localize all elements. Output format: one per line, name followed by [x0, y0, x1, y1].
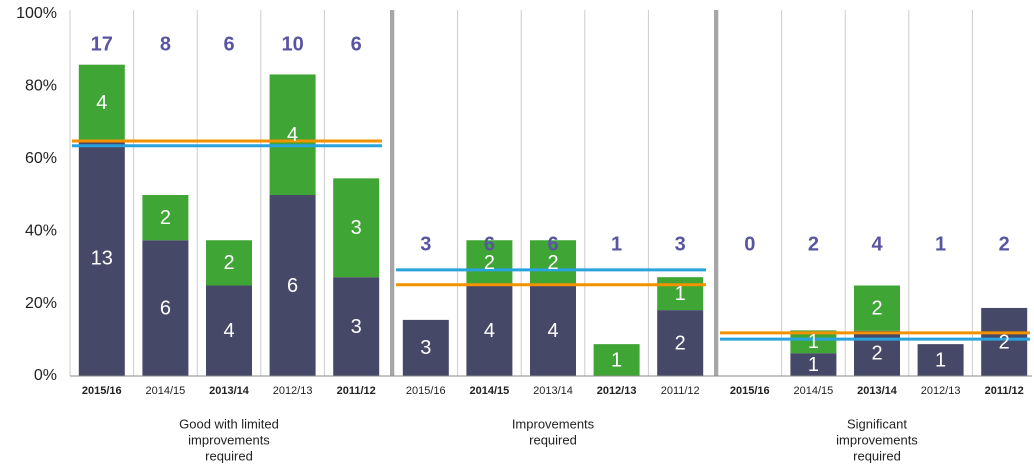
segment-count: 3 [420, 337, 431, 359]
total-count: 2 [999, 233, 1010, 255]
y-tick-label: 0% [34, 367, 57, 384]
x-tick-label: 2011/12 [337, 385, 376, 397]
group-label: Improvements [512, 416, 595, 431]
bar-segment [981, 307, 1028, 376]
group-label: Good with limited [179, 416, 279, 431]
total-count: 6 [484, 233, 495, 255]
bar-segment [269, 74, 316, 195]
x-tick-label: 2014/15 [794, 385, 834, 397]
total-count: 1 [935, 233, 946, 255]
y-tick-label: 20% [25, 295, 57, 312]
segment-count: 1 [675, 283, 686, 305]
segment-count: 1 [808, 331, 819, 353]
x-tick-label: 2013/14 [209, 385, 250, 397]
segment-count: 2 [871, 343, 882, 365]
total-count: 8 [160, 33, 171, 55]
segment-count: 4 [287, 124, 298, 146]
bar-segment [657, 277, 704, 311]
total-count: 3 [420, 233, 431, 255]
total-count: 2 [808, 233, 819, 255]
bar-segment [466, 285, 513, 376]
segment-count: 6 [287, 275, 298, 297]
total-count: 17 [91, 33, 113, 55]
bar-segment [466, 240, 513, 286]
bar-segment [269, 195, 316, 376]
group-separator [714, 10, 718, 376]
group-separator [390, 10, 394, 376]
segment-count: 3 [351, 316, 362, 338]
segment-count: 4 [223, 320, 234, 342]
bar-segment [593, 344, 640, 376]
bar-segment [917, 344, 964, 376]
group-label: Significant [847, 416, 907, 431]
segment-count: 4 [484, 320, 495, 342]
y-tick-label: 100% [16, 5, 57, 22]
bar-segment [78, 140, 125, 376]
total-count: 0 [744, 233, 755, 255]
segment-count: 1 [808, 354, 819, 376]
segment-count: 2 [675, 332, 686, 354]
total-count: 6 [223, 33, 234, 55]
segment-count: 2 [484, 252, 495, 274]
total-count: 6 [351, 33, 362, 55]
segment-count: 4 [547, 320, 558, 342]
segment-count: 6 [160, 297, 171, 319]
bar-segment [142, 195, 189, 241]
group-label: required [853, 448, 901, 463]
x-tick-label: 2011/12 [661, 385, 700, 397]
group-label: improvements [836, 432, 918, 447]
segment-count: 1 [935, 349, 946, 371]
bar-segment [78, 64, 125, 141]
segment-count: 2 [160, 207, 171, 229]
total-count: 10 [281, 33, 303, 55]
bar-segment [790, 353, 837, 376]
segment-count: 2 [999, 331, 1010, 353]
x-tick-label: 2012/13 [273, 385, 313, 397]
group-label: improvements [188, 432, 270, 447]
total-count: 4 [871, 233, 883, 255]
segment-count: 13 [91, 248, 113, 270]
x-tick-label: 2014/15 [470, 385, 510, 397]
y-tick-label: 60% [25, 150, 57, 167]
bar-segment [206, 240, 252, 286]
bar-segment [790, 330, 837, 354]
x-tick-label: 2015/16 [730, 385, 770, 397]
segment-count: 4 [96, 92, 107, 114]
x-tick-label: 2013/14 [857, 385, 898, 397]
total-count: 1 [611, 233, 622, 255]
bar-segment [530, 285, 576, 376]
group-label: required [529, 432, 577, 447]
x-tick-label: 2015/16 [406, 385, 446, 397]
y-tick-label: 40% [25, 222, 57, 239]
bar-segment [530, 240, 576, 286]
bar-segment [657, 310, 704, 376]
x-tick-label: 2013/14 [533, 385, 573, 397]
segment-count: 2 [871, 297, 882, 319]
x-tick-label: 2011/12 [985, 385, 1024, 397]
bar-segment [402, 319, 449, 376]
bar-segment [206, 285, 252, 376]
segment-count: 3 [351, 217, 362, 239]
total-count: 6 [547, 233, 558, 255]
x-tick-label: 2012/13 [921, 385, 961, 397]
bar-segment [142, 240, 189, 376]
total-count: 3 [675, 233, 686, 255]
x-tick-label: 2014/15 [146, 385, 186, 397]
segment-count: 2 [223, 252, 234, 274]
bar-segment [854, 285, 900, 331]
group-label: required [205, 448, 253, 463]
segment-count: 2 [547, 252, 558, 274]
y-tick-label: 80% [25, 78, 57, 95]
bar-segment [333, 178, 380, 278]
bar-segment [333, 277, 380, 376]
x-tick-label: 2015/16 [82, 385, 122, 397]
x-tick-label: 2012/13 [597, 385, 637, 397]
segment-count: 1 [611, 349, 622, 371]
